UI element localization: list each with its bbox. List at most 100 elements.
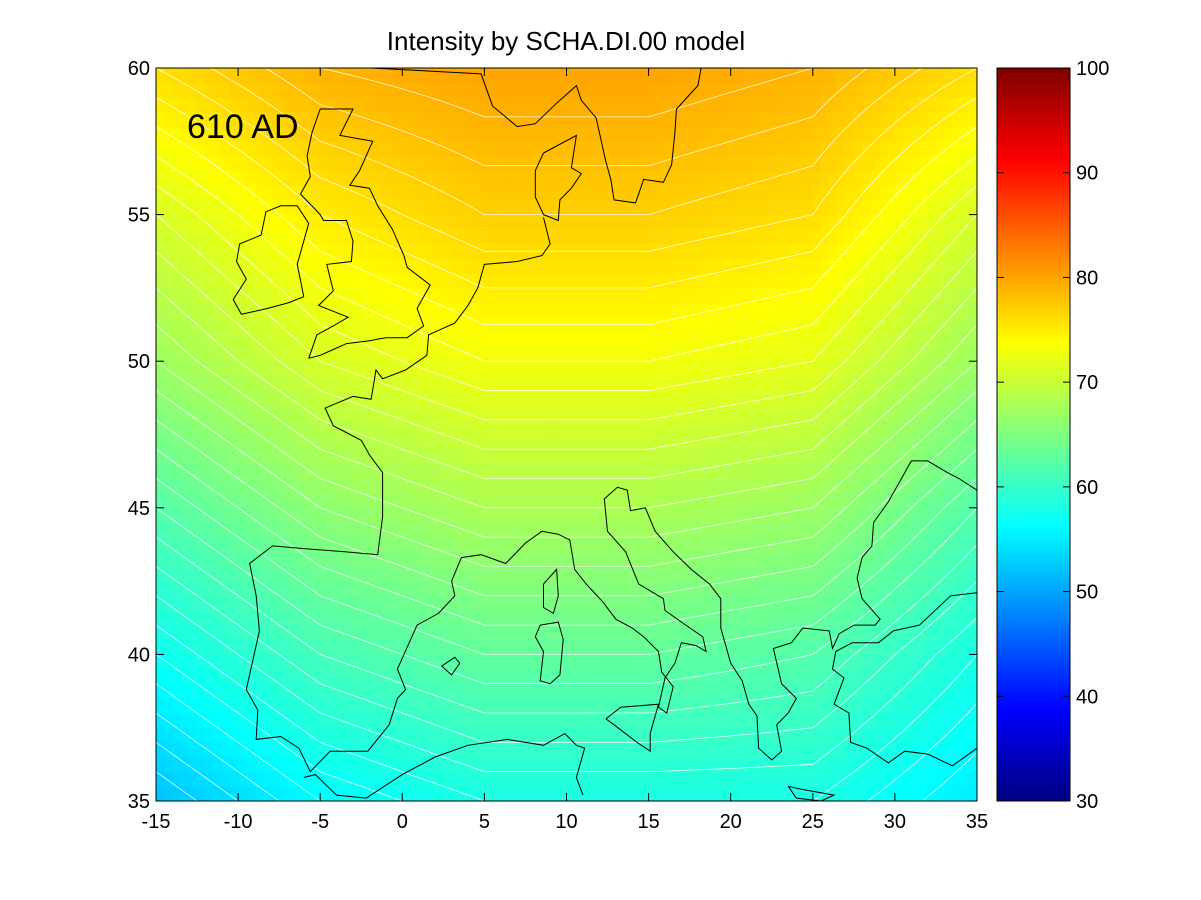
heat-cell — [410, 492, 420, 509]
heat-cell — [911, 448, 920, 465]
heat-cell — [787, 170, 797, 186]
heat-cell — [935, 390, 945, 406]
heat-cell — [664, 624, 674, 641]
heat-cell — [713, 448, 723, 465]
heat-cell — [508, 155, 518, 171]
heat-cell — [533, 126, 543, 142]
heat-cell — [237, 566, 247, 582]
heat-cell — [557, 68, 567, 83]
heat-cell — [533, 610, 543, 626]
heat-cell — [845, 419, 855, 435]
heat-cell — [311, 272, 321, 289]
heat-cell — [500, 360, 510, 377]
heat-cell — [566, 551, 576, 567]
heat-cell — [738, 316, 748, 333]
heat-cell — [377, 360, 387, 377]
heat-cell — [927, 448, 937, 465]
heat-cell — [369, 580, 378, 597]
heat-cell — [533, 375, 543, 391]
heat-cell — [681, 624, 690, 641]
heat-cell — [952, 97, 961, 113]
heat-cell — [681, 463, 690, 479]
heat-cell — [557, 155, 567, 171]
heat-cell — [246, 126, 255, 142]
heat-cell — [303, 698, 313, 714]
heat-cell — [434, 668, 444, 685]
heat-cell — [796, 287, 805, 303]
heat-cell — [722, 756, 731, 772]
heat-cell — [623, 434, 633, 450]
heat-cell — [886, 566, 896, 582]
heat-cell — [582, 712, 592, 728]
heat-cell — [935, 404, 945, 421]
heat-cell — [837, 331, 846, 347]
heat-cell — [738, 668, 748, 685]
heat-cell — [180, 448, 190, 465]
heat-cell — [566, 331, 576, 347]
heat-cell — [804, 360, 814, 377]
heat-cell — [804, 610, 814, 626]
heat-cell — [352, 698, 362, 714]
heat-cell — [755, 272, 764, 289]
heat-cell — [163, 243, 173, 259]
heat-cell — [787, 390, 797, 406]
heat-cell — [246, 170, 255, 186]
heat-cell — [180, 595, 190, 611]
heat-cell — [607, 287, 617, 303]
heat-cell — [853, 214, 863, 230]
heat-cell — [672, 243, 682, 259]
heat-cell — [467, 566, 477, 582]
heat-cell — [697, 155, 707, 171]
heat-cell — [631, 272, 641, 289]
heat-cell — [360, 654, 370, 670]
heat-cell — [172, 287, 181, 303]
heat-cell — [451, 639, 461, 655]
heat-cell — [434, 170, 444, 186]
heat-cell — [500, 228, 510, 245]
heat-cell — [475, 199, 485, 215]
heat-cell — [557, 786, 567, 801]
heat-cell — [344, 302, 354, 318]
heat-cell — [738, 580, 748, 597]
heat-cell — [352, 375, 362, 391]
heat-cell — [475, 214, 485, 230]
heat-cell — [344, 566, 354, 582]
heat-cell — [648, 756, 658, 772]
heat-cell — [631, 111, 641, 127]
heat-cell — [287, 82, 296, 98]
heat-cell — [615, 610, 625, 626]
heat-cell — [344, 727, 354, 743]
heat-cell — [746, 727, 756, 743]
heat-cell — [393, 756, 403, 772]
heat-cell — [172, 786, 181, 801]
heat-cell — [755, 712, 764, 728]
heat-cell — [681, 742, 690, 758]
heat-cell — [623, 228, 633, 245]
heat-cell — [927, 727, 937, 743]
heat-cell — [902, 639, 912, 655]
heat-cell — [771, 756, 781, 772]
heat-cell — [812, 68, 822, 83]
heat-cell — [156, 478, 165, 494]
heat-cell — [738, 170, 748, 186]
heat-cell — [237, 68, 247, 83]
heat-cell — [623, 536, 633, 553]
heat-cell — [352, 243, 362, 259]
heat-cell — [796, 756, 805, 772]
heat-cell — [935, 272, 945, 289]
heat-cell — [911, 199, 920, 215]
heat-cell — [672, 419, 682, 435]
heat-cell — [820, 346, 830, 362]
heat-cell — [697, 463, 707, 479]
heat-cell — [204, 639, 214, 655]
heat-cell — [270, 126, 280, 142]
heat-cell — [410, 463, 420, 479]
heat-cell — [582, 170, 592, 186]
heat-cell — [738, 243, 748, 259]
heat-cell — [952, 478, 961, 494]
heat-cell — [828, 287, 838, 303]
heat-cell — [878, 375, 887, 391]
heat-cell — [861, 360, 871, 377]
heat-cell — [516, 668, 526, 685]
heat-cell — [763, 654, 773, 670]
